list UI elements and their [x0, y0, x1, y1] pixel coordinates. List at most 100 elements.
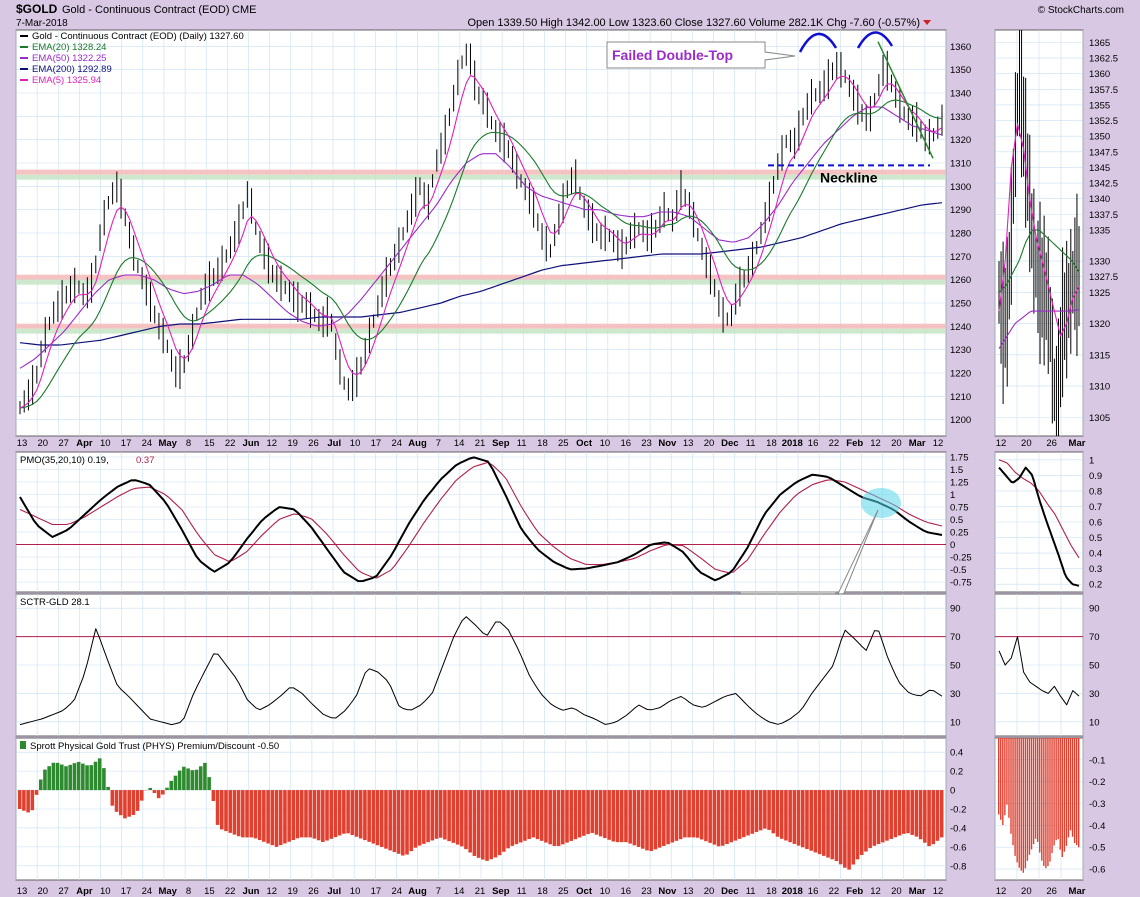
phys-bar: [527, 790, 531, 840]
x-tick-label: 20: [891, 886, 902, 897]
phys-bar: [775, 790, 780, 837]
phys-bar: [392, 790, 397, 853]
x-tick-label: Aug: [408, 886, 427, 897]
phys-bar: [510, 790, 515, 846]
phys-bar: [468, 790, 472, 853]
y-tick-label: 10: [1089, 717, 1100, 728]
phys-bar: [224, 790, 228, 832]
price-panel: 1200 1210 1220 1230 1240 1250 1260 1270 1280 1290…: [15, 29, 971, 437]
phys-bar: [299, 790, 304, 838]
x-tick-label: 8: [186, 886, 191, 897]
phys-bar: [489, 790, 494, 860]
ema20-line: [19, 99, 943, 409]
y-tick-label: 0.4: [1089, 549, 1102, 560]
y-tick-label: 90: [1089, 604, 1100, 615]
legend-entry: EMA(50) 1322.25: [32, 53, 106, 64]
phys-bar: [30, 790, 35, 811]
phys-bar: [1053, 738, 1055, 846]
phys-bar: [93, 761, 98, 791]
y-tick-label: 1.5: [950, 465, 963, 476]
phys-bar: [312, 790, 317, 839]
y-tick-label: 1340: [950, 89, 971, 100]
phys-bar: [628, 790, 632, 844]
phys-bar: [746, 790, 750, 836]
x-tick-label: 24: [142, 438, 153, 449]
y-tick-label: -0.5: [1089, 843, 1105, 854]
phys-bar: [354, 790, 359, 837]
y-tick-label: -0.5: [950, 565, 966, 576]
y-tick-label: 1352.5: [1089, 116, 1118, 127]
phys-bar: [535, 790, 540, 840]
phys-bar: [822, 790, 826, 856]
phys-bar: [379, 790, 384, 847]
y-tick-label: -0.6: [1089, 865, 1105, 876]
x-tick-label: 11: [517, 886, 527, 897]
y-tick-label: 1330: [1089, 257, 1110, 268]
x-axis-labels: 13 20 27 Apr 10 17 24 May 8 15 22 Jun 12 19 26 Jul 10 17 2…: [17, 438, 1086, 897]
y-tick-label: 1210: [950, 392, 971, 403]
phys-bar: [287, 790, 291, 842]
phys-bar: [396, 790, 401, 854]
support-band: [16, 169, 946, 175]
phys-bar: [375, 790, 380, 846]
phys-bar: [889, 790, 893, 839]
phys-bar: [131, 790, 136, 815]
phys-bar: [767, 790, 771, 830]
phys-bar: [1075, 738, 1078, 846]
phys-bar: [670, 790, 675, 843]
phys-bar: [1051, 738, 1053, 854]
phys-bar: [864, 790, 868, 852]
x-tick-label: 10: [600, 438, 611, 449]
x-tick-label: 13: [17, 886, 28, 897]
phys-bar: [106, 786, 110, 791]
x-tick-label: 19: [287, 438, 298, 449]
x-tick-label: Sep: [492, 438, 510, 449]
phys-bar: [308, 790, 312, 838]
x-tick-label: 7: [436, 886, 441, 897]
ema50-line: [19, 106, 943, 369]
x-tick-label: 16: [620, 438, 631, 449]
phys-bar: [880, 790, 885, 843]
phys-bar: [573, 790, 578, 840]
phys-bar: [548, 790, 552, 845]
x-tick-label: 15: [204, 438, 215, 449]
phys-bar: [55, 762, 60, 791]
y-tick-label: 1340: [1089, 194, 1110, 205]
x-tick-label: Nov: [658, 438, 677, 449]
phys-bar: [876, 790, 881, 845]
phys-bar: [194, 769, 199, 791]
phys-bar: [763, 790, 767, 829]
y-tick-label: 10: [950, 717, 961, 728]
phys-bar: [371, 790, 376, 844]
phys-bar: [232, 790, 237, 835]
y-tick-label: 0: [950, 786, 955, 797]
phys-bar: [451, 790, 456, 843]
sctr-zoom-panel: 10 30 50 70 90: [994, 593, 1100, 737]
phys-bar: [485, 790, 489, 861]
phys-bar: [1004, 738, 1006, 816]
y-tick-label: 1: [1089, 455, 1094, 466]
phys-bar: [1010, 738, 1012, 834]
phys-bar: [539, 790, 544, 841]
x-tick-label: 19: [287, 886, 298, 897]
pmo-signal-line: [998, 459, 1080, 559]
phys-bar: [708, 790, 712, 843]
x-tick-label: 11: [517, 438, 527, 449]
phys-bar: [1069, 738, 1072, 831]
phys-bar: [123, 790, 127, 819]
phys-bar: [809, 790, 813, 851]
phys-bar: [1024, 738, 1027, 869]
phys-bar: [211, 790, 216, 802]
phys-bar: [859, 790, 864, 855]
pmo-line: [19, 456, 943, 583]
y-tick-label: 0.4: [950, 748, 963, 759]
phys-bar: [85, 765, 89, 791]
x-tick-label: Jun: [243, 438, 260, 449]
support-band: [16, 328, 946, 334]
phys-bar: [817, 790, 822, 855]
phys-bar: [342, 790, 346, 834]
phys-bar: [198, 766, 203, 791]
watermark: © StockCharts.com: [1038, 5, 1124, 16]
y-tick-label: -0.25: [950, 553, 972, 564]
x-tick-label: 7: [436, 438, 441, 449]
